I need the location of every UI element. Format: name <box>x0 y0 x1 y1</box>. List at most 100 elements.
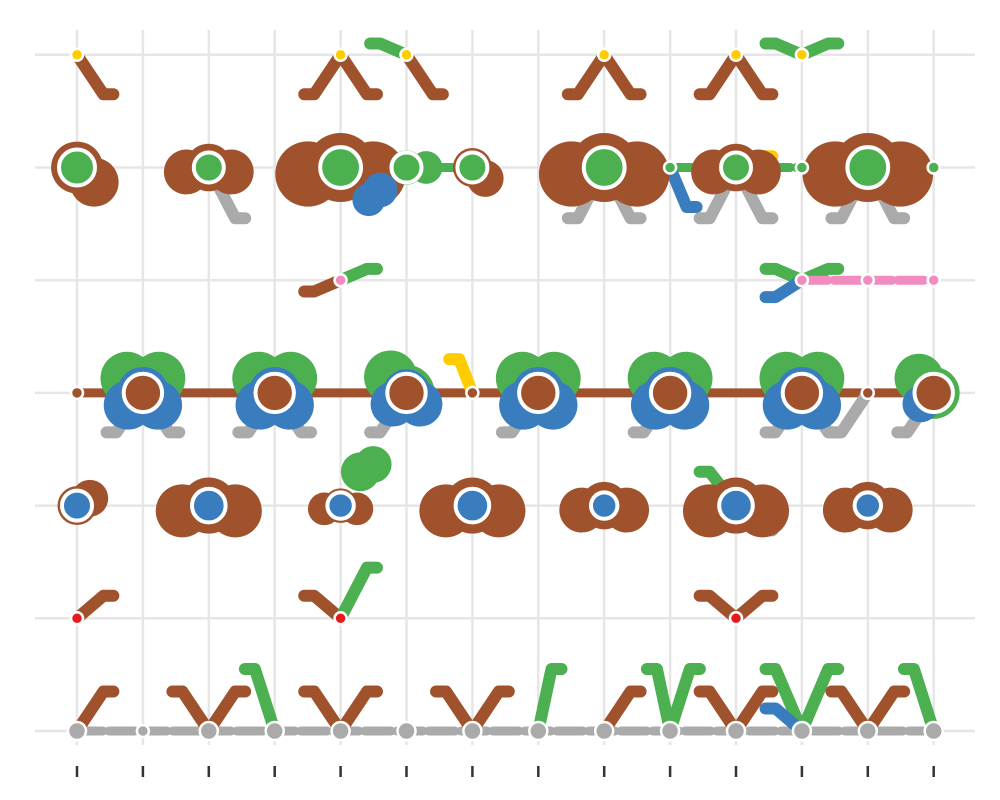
point <box>728 47 744 63</box>
edge <box>759 262 808 287</box>
edge <box>825 685 874 737</box>
point <box>717 486 755 525</box>
point <box>926 160 941 175</box>
edge <box>400 48 449 101</box>
edge <box>71 589 120 625</box>
edge <box>693 685 742 737</box>
blob-layer <box>51 132 960 538</box>
edge <box>430 685 479 737</box>
blob-lobe <box>354 446 392 483</box>
point <box>912 371 955 415</box>
point <box>385 371 428 415</box>
point <box>662 160 678 175</box>
point <box>780 371 824 415</box>
point <box>69 385 85 401</box>
edge <box>795 663 845 737</box>
point <box>791 720 813 742</box>
point <box>191 150 226 185</box>
edge <box>759 702 808 737</box>
edge <box>443 353 479 399</box>
edge <box>334 262 383 287</box>
point <box>333 272 348 288</box>
edge <box>693 48 742 101</box>
edge <box>166 685 215 737</box>
point <box>719 150 753 185</box>
point <box>593 720 615 742</box>
edge <box>466 685 515 737</box>
edge <box>730 685 779 737</box>
point <box>860 385 876 401</box>
point <box>845 145 891 190</box>
point <box>728 611 744 626</box>
point <box>857 720 879 742</box>
point <box>465 385 480 401</box>
point <box>333 47 348 63</box>
point <box>389 150 424 185</box>
point <box>528 720 549 742</box>
edge <box>730 589 779 625</box>
point <box>264 720 285 742</box>
point <box>396 720 417 742</box>
edge <box>598 685 647 737</box>
point <box>69 611 85 626</box>
edge <box>664 663 706 737</box>
edge <box>598 48 647 101</box>
point <box>589 490 620 521</box>
edge <box>298 48 347 101</box>
point <box>659 720 681 742</box>
point <box>399 47 414 63</box>
point <box>926 272 941 288</box>
point <box>121 371 165 415</box>
x-axis-ticks <box>75 766 935 777</box>
edge <box>561 48 611 101</box>
blob-lobe <box>352 183 386 217</box>
edge <box>640 663 677 737</box>
edge <box>897 663 940 737</box>
point <box>860 272 876 288</box>
point <box>253 371 296 415</box>
edge <box>693 589 742 625</box>
point <box>198 720 220 742</box>
edge <box>71 48 120 101</box>
point <box>330 720 351 742</box>
edge <box>759 663 808 737</box>
edge <box>298 589 347 625</box>
point <box>325 490 356 521</box>
edge <box>71 685 120 737</box>
point <box>318 145 364 190</box>
point <box>57 147 97 188</box>
edge <box>364 37 413 61</box>
point <box>648 371 692 415</box>
edge <box>298 685 347 737</box>
point <box>69 47 85 63</box>
point <box>135 723 151 739</box>
point <box>453 486 492 525</box>
point <box>66 720 88 742</box>
point <box>190 486 228 525</box>
point <box>60 488 94 523</box>
edge <box>825 386 874 439</box>
edge <box>238 663 281 737</box>
edge <box>730 48 779 101</box>
point <box>333 611 348 626</box>
edge <box>664 161 703 213</box>
edge <box>759 37 808 61</box>
edge <box>334 685 383 737</box>
edge <box>334 48 383 101</box>
point <box>462 720 483 742</box>
edge <box>861 685 911 737</box>
point <box>581 145 627 190</box>
edge <box>759 274 808 304</box>
edge <box>532 663 568 737</box>
edge <box>202 685 252 737</box>
point <box>517 371 560 415</box>
node-layer <box>57 47 955 742</box>
edge <box>795 37 845 61</box>
edge <box>298 274 347 298</box>
point <box>794 160 810 175</box>
point <box>794 47 810 63</box>
point <box>455 150 490 185</box>
point <box>923 720 944 742</box>
